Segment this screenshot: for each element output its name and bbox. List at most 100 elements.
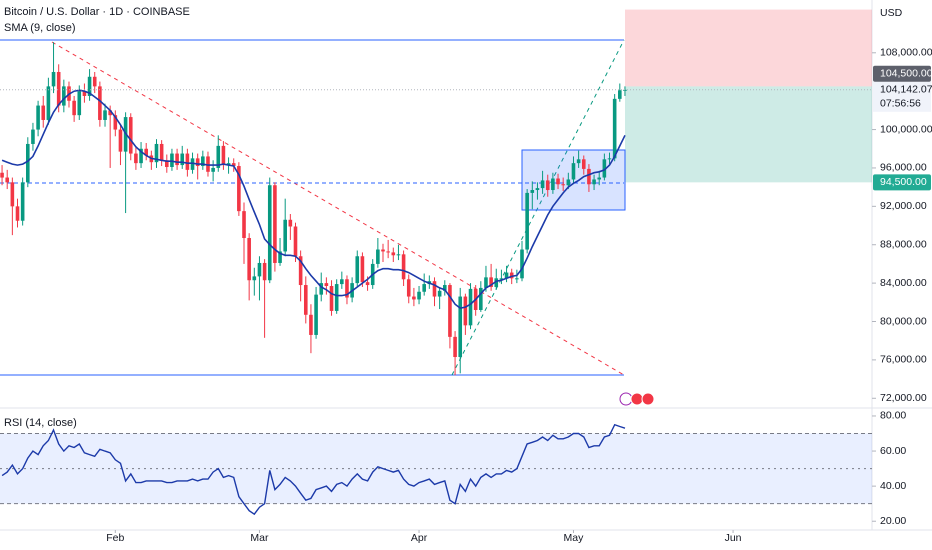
- candle-body: [422, 284, 426, 292]
- price-label: 94,500.00: [880, 176, 927, 188]
- rsi-band: [0, 433, 872, 504]
- candle-body: [340, 279, 344, 285]
- y-tick-label: 80,000.00: [880, 315, 927, 327]
- candle-body: [535, 188, 540, 191]
- last-price-label: 104,142.07: [880, 84, 932, 96]
- candle-body: [41, 105, 46, 120]
- candle-body: [612, 98, 617, 159]
- x-tick-label: Apr: [411, 532, 428, 544]
- candle-body: [226, 163, 231, 166]
- candle-body: [36, 105, 40, 130]
- candle-body: [545, 180, 550, 191]
- candle-body: [494, 278, 499, 287]
- candle-body: [324, 283, 329, 286]
- candle-body: [247, 238, 251, 281]
- candle-body: [221, 145, 226, 166]
- candle-body: [211, 167, 215, 172]
- candle-body: [128, 117, 133, 154]
- candle-body: [406, 279, 411, 297]
- candle-body: [376, 249, 380, 264]
- candle-body: [561, 184, 565, 186]
- candle-body: [509, 272, 514, 279]
- x-tick-label: Mar: [250, 532, 269, 544]
- candle-body: [231, 163, 236, 167]
- price-label-box: [873, 65, 931, 82]
- candle-body: [571, 163, 576, 180]
- candle-body: [159, 143, 164, 161]
- candle-body: [252, 276, 257, 281]
- candle-body: [489, 277, 493, 287]
- candle-body: [520, 249, 524, 279]
- candle-body: [113, 115, 118, 130]
- candle-body: [556, 178, 560, 185]
- price-label-box: [873, 174, 931, 191]
- candle-body: [20, 182, 25, 221]
- currency-label: USD: [880, 7, 903, 19]
- candle-body: [180, 153, 185, 166]
- candle-body: [98, 86, 102, 120]
- y-tick-label: 80.00: [880, 410, 906, 422]
- candle-body: [82, 91, 87, 96]
- candle-body: [314, 294, 318, 335]
- candle-body: [190, 158, 195, 170]
- candle-body: [185, 153, 190, 170]
- candle-body: [237, 166, 241, 212]
- candle-body: [257, 262, 262, 277]
- y-tick-label: 72,000.00: [880, 392, 927, 404]
- candle-body: [566, 179, 571, 186]
- candle-body: [216, 145, 221, 168]
- candle-body: [103, 110, 107, 120]
- candle-body: [499, 278, 504, 280]
- candle-body: [417, 291, 421, 300]
- plot: [0, 42, 872, 516]
- candle-body: [401, 254, 406, 280]
- x-tick-label: Jun: [725, 532, 742, 544]
- candle-body: [5, 177, 10, 183]
- candle-body: [576, 159, 581, 164]
- candle-body: [134, 153, 138, 164]
- candle-body: [540, 180, 545, 189]
- last-price-box: [873, 81, 931, 112]
- candle-body: [309, 314, 313, 335]
- candle-body: [581, 159, 586, 169]
- candle-body: [164, 160, 169, 167]
- price-label: 104,500.00: [880, 68, 932, 80]
- x-tick-label: Feb: [106, 532, 124, 544]
- candle-body: [329, 285, 334, 311]
- event-icon: [641, 392, 655, 406]
- candle-body: [201, 156, 205, 167]
- candle-body: [10, 182, 15, 207]
- y-tick-label: 76,000.00: [880, 354, 927, 366]
- candle-body: [288, 219, 293, 227]
- y-tick-label: 96,000.00: [880, 162, 927, 174]
- candle-body: [468, 288, 473, 326]
- candle-body: [412, 296, 416, 300]
- trend-line: [451, 39, 625, 376]
- candle-body: [144, 148, 149, 156]
- candle-body: [479, 287, 483, 310]
- candle-body: [77, 91, 82, 116]
- rsi-line: [1, 423, 626, 516]
- candle-body: [62, 86, 66, 106]
- y-tick-label: 84,000.00: [880, 277, 927, 289]
- candle-body: [87, 76, 92, 96]
- y-tick-label: 100,000.00: [880, 123, 932, 135]
- event-icon: [619, 392, 633, 406]
- indicator-legend: SMA (9, close): [4, 22, 76, 34]
- candle-body: [242, 211, 246, 239]
- candle-body: [293, 226, 298, 257]
- candle-body: [51, 71, 56, 87]
- candle-body: [437, 290, 442, 297]
- candle-body: [154, 143, 159, 163]
- candle-body: [602, 159, 607, 178]
- candle-body: [386, 251, 390, 253]
- countdown: 07:56:56: [880, 98, 921, 110]
- candle-body: [597, 177, 602, 180]
- candle-body: [442, 285, 447, 291]
- y-tick-label: 60.00: [880, 445, 906, 457]
- candle-body: [278, 251, 282, 263]
- candle-body: [92, 76, 97, 87]
- candle-body: [607, 158, 612, 160]
